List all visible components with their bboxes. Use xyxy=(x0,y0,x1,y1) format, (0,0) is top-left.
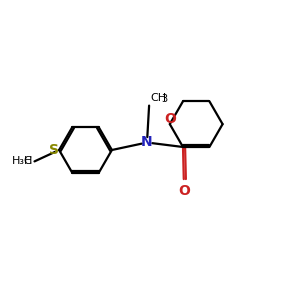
Text: O: O xyxy=(164,112,176,126)
Text: 3: 3 xyxy=(162,94,168,104)
Text: S: S xyxy=(49,143,59,157)
Text: O: O xyxy=(178,184,190,198)
Text: N: N xyxy=(141,136,153,149)
Text: CH: CH xyxy=(151,93,167,103)
Text: H: H xyxy=(24,156,33,167)
Text: H₃C: H₃C xyxy=(12,156,33,167)
